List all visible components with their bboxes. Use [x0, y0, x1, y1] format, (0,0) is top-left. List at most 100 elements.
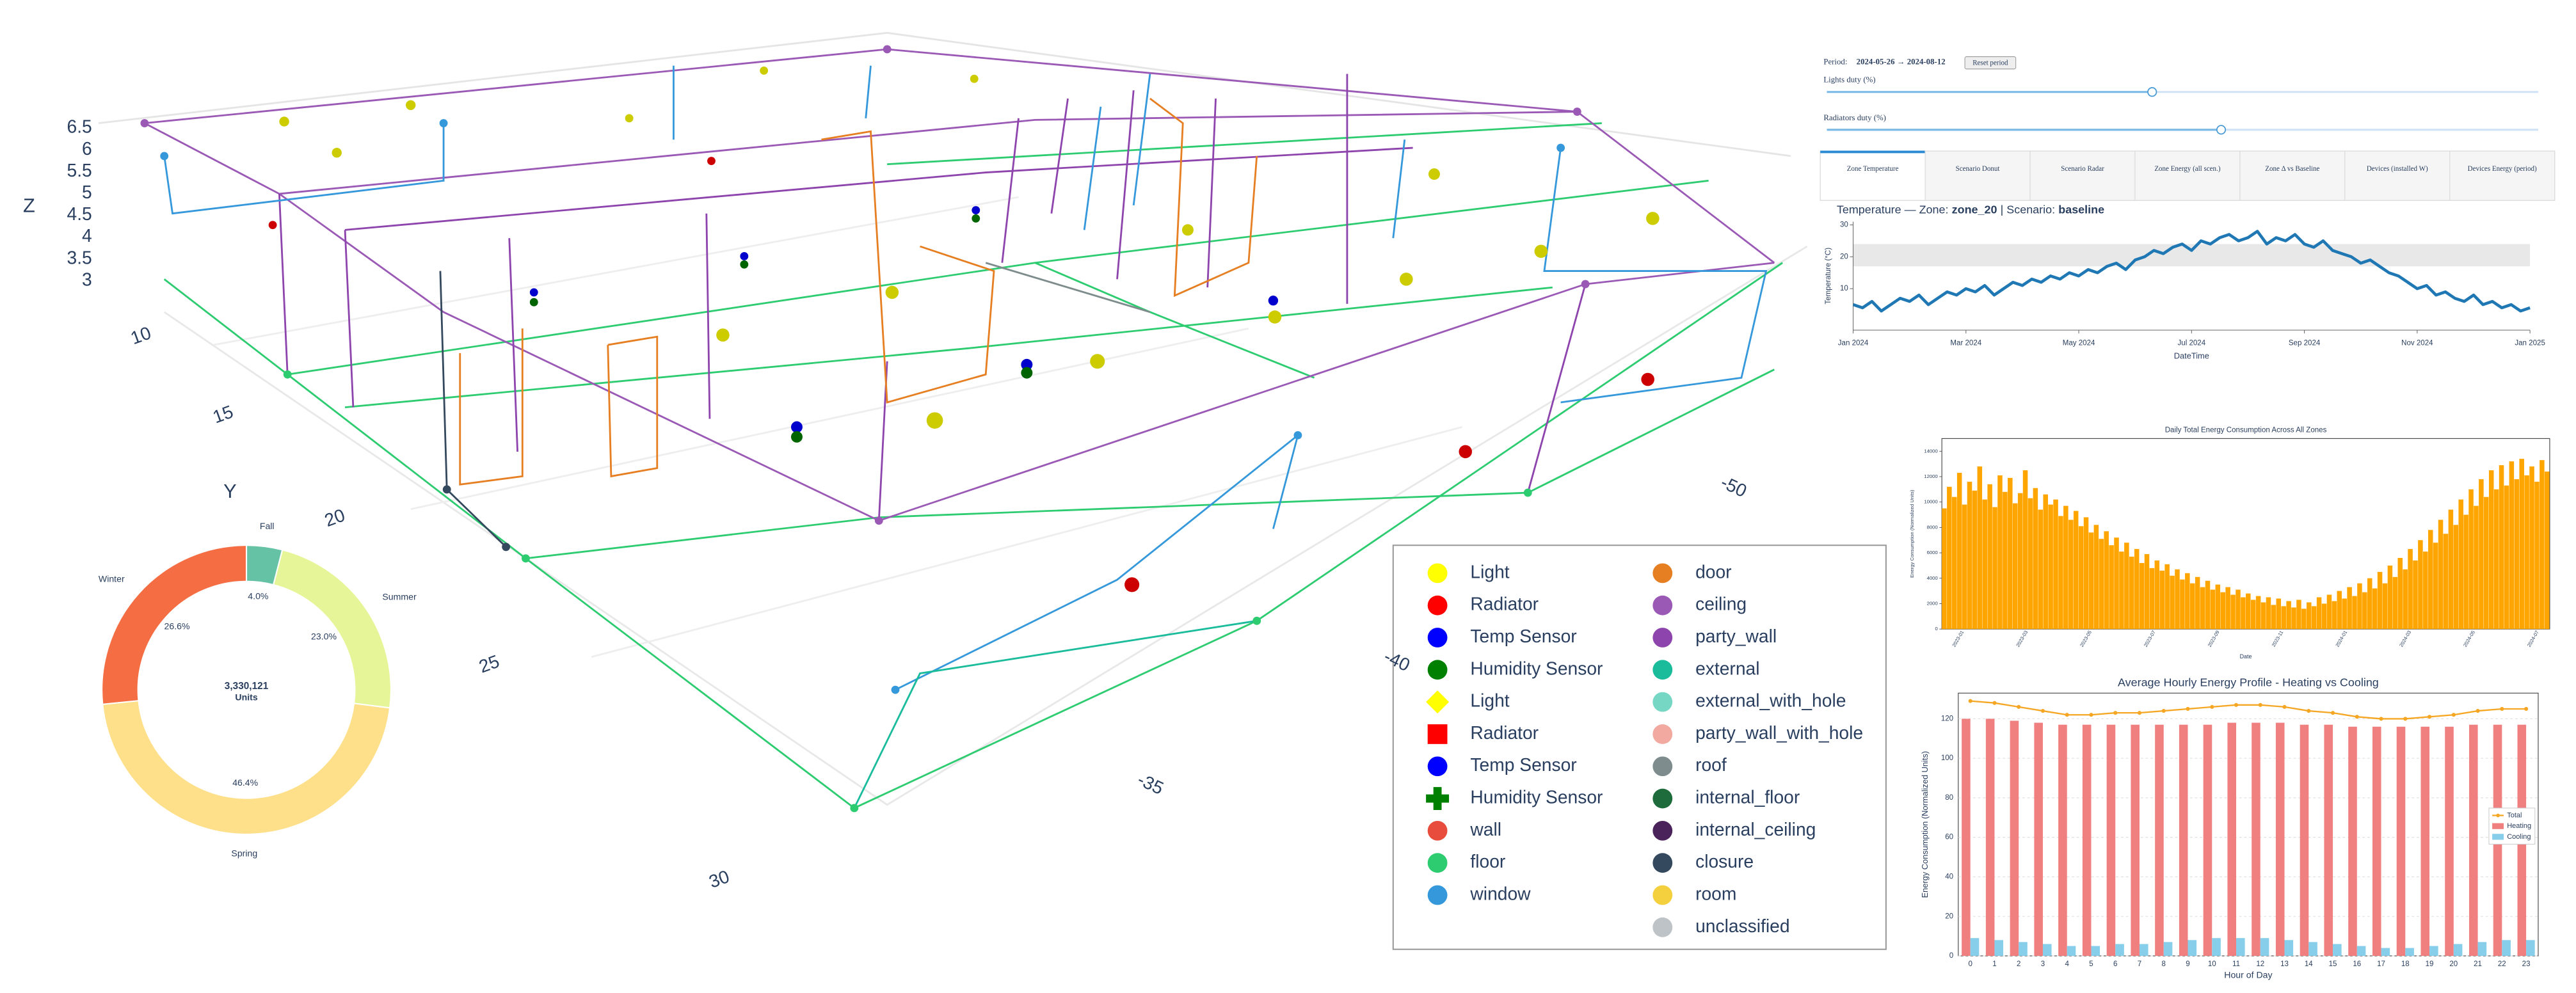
scene-point [972, 214, 980, 223]
z-tick-label: 4.5 [67, 203, 92, 224]
bar [2445, 726, 2454, 956]
scene-point [874, 516, 883, 525]
wireframe-edge [1526, 283, 1587, 493]
bar [2308, 942, 2317, 956]
legend-label: door [1695, 561, 1731, 582]
bar [2429, 946, 2438, 956]
legend-label: Heating [2507, 822, 2531, 830]
wireframe-edge [163, 262, 1783, 809]
legend-marker [2492, 823, 2504, 829]
scene-point [1581, 280, 1590, 289]
scene-points [140, 45, 1660, 813]
bar [2255, 596, 2261, 630]
scene-point [1428, 168, 1440, 180]
bar [2372, 588, 2378, 630]
legend-marker [1427, 853, 1448, 873]
wireframe-edge [144, 122, 1775, 522]
tab[interactable] [2344, 150, 2451, 201]
scene-point [1459, 445, 1472, 459]
bar [2139, 944, 2148, 956]
bar [1992, 507, 1997, 630]
slice-label: Fall [260, 521, 275, 531]
bar [2453, 944, 2463, 956]
tab[interactable] [2449, 150, 2556, 201]
bar [2019, 942, 2028, 956]
bar [2139, 562, 2145, 630]
bar [2396, 726, 2406, 956]
slice-value-label: 4.0% [248, 591, 269, 601]
legend-marker [1652, 917, 1673, 937]
bar [2131, 724, 2140, 956]
line-marker [2065, 713, 2069, 717]
bar [2042, 944, 2052, 956]
reset-button[interactable] [1964, 56, 2017, 70]
x-tick-label: 11 [2232, 960, 2240, 968]
bar [2504, 485, 2509, 630]
scene-grid [410, 328, 1249, 511]
bar [1982, 499, 1987, 630]
bar [2189, 583, 2195, 630]
legend-label: Radiator [1470, 594, 1539, 614]
legend-label: Temp Sensor [1470, 754, 1576, 775]
tab[interactable] [1924, 150, 2031, 201]
bar [1985, 719, 1995, 956]
tab[interactable] [1820, 150, 1926, 201]
bar [2068, 520, 2074, 630]
bar [2163, 942, 2173, 956]
legend-label: internal_floor [1695, 787, 1800, 807]
wireframe-edge [1543, 147, 1768, 404]
legend-label: external [1695, 658, 1759, 678]
bar [2316, 597, 2322, 630]
bar [2357, 583, 2362, 630]
slider-handle[interactable] [2216, 125, 2227, 135]
scene-point [883, 45, 892, 54]
legend-label: Radiator [1470, 722, 1539, 743]
tab[interactable] [2134, 150, 2241, 201]
bar [2241, 597, 2246, 630]
bar [2012, 503, 2018, 630]
line-marker [2113, 711, 2118, 715]
z-tick-label: 3.5 [67, 247, 92, 267]
tab[interactable] [2029, 150, 2136, 201]
y-tick-label: 30 [1840, 221, 1848, 229]
legend-marker [1652, 660, 1673, 680]
wireframe-edge [985, 262, 1151, 314]
y-tick-label: 4000 [1927, 575, 1938, 581]
scene-point [332, 148, 342, 158]
bar [2474, 505, 2479, 630]
bar [2250, 600, 2256, 630]
bar [2499, 465, 2504, 630]
z-tick-label: 3 [82, 269, 92, 289]
tab[interactable] [2239, 150, 2346, 201]
line-marker [2258, 703, 2262, 707]
bar [2271, 605, 2276, 630]
scene-point [891, 685, 900, 694]
scene-point [529, 288, 538, 297]
bar [1951, 496, 1957, 630]
bar [2093, 525, 2099, 630]
bar [2188, 940, 2197, 956]
bar [2083, 517, 2089, 630]
x-axis-title: Hour of Day [2224, 970, 2273, 980]
wireframe-edge [525, 369, 1775, 560]
legend-label: Total [2507, 811, 2522, 819]
line-marker [2307, 708, 2311, 713]
scene-point [760, 66, 769, 75]
slice-label: Spring [231, 848, 257, 859]
bar [2488, 470, 2494, 630]
bar [2477, 942, 2487, 956]
legend-label: external_with_hole [1695, 690, 1846, 711]
x-tick-label: 7 [2138, 960, 2141, 968]
bar [2200, 587, 2205, 630]
bar [2540, 460, 2545, 630]
y-tick-label: 60 [1945, 834, 1953, 841]
x-tick-label: 0 [1968, 960, 1972, 968]
bar [2348, 726, 2357, 956]
slider-handle[interactable] [2147, 87, 2157, 97]
scene-point [1252, 616, 1261, 625]
bar [2372, 726, 2381, 956]
bar [2468, 489, 2474, 630]
wireframe-edge [163, 123, 445, 215]
scene-point [972, 206, 980, 214]
wireframe-edge [344, 286, 1553, 409]
